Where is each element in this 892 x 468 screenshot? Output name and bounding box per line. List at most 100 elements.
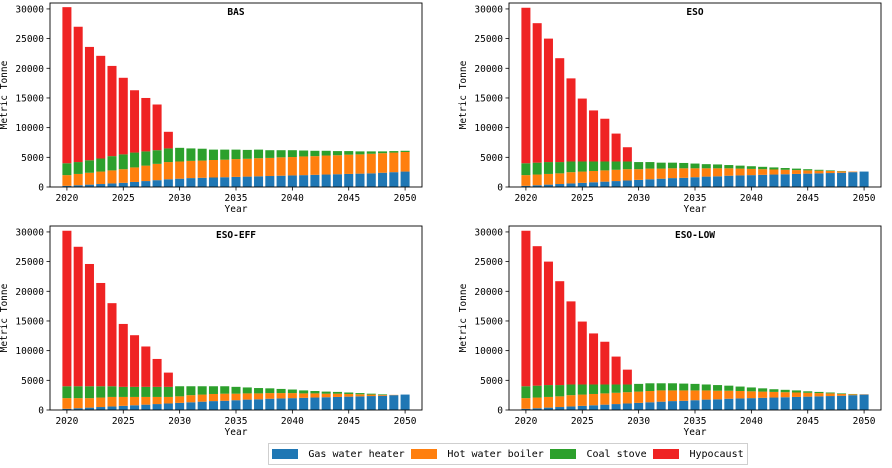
bar-hot-water-boiler-2021	[532, 174, 542, 186]
bar-gas-water-heater-2040	[746, 398, 756, 410]
bar-gas-water-heater-2040	[287, 175, 297, 187]
bar-hot-water-boiler-2049	[848, 394, 858, 396]
bar-hot-water-boiler-2027	[600, 170, 610, 182]
bar-gas-water-heater-2025	[118, 405, 128, 410]
y-tick-label: 15000	[15, 316, 44, 327]
x-tick-label: 2045	[337, 193, 360, 204]
bar-coal-stove-2025	[118, 386, 128, 397]
bar-coal-stove-2039	[276, 388, 286, 394]
x-tick-label: 2030	[627, 416, 650, 427]
y-tick-label: 20000	[15, 287, 44, 298]
bar-hypocaust-2023	[555, 281, 565, 386]
legend-item-hypocaust: Hypocaust	[653, 448, 744, 460]
bar-hot-water-boiler-2021	[73, 173, 83, 186]
bar-hot-water-boiler-2045	[803, 392, 813, 397]
bar-coal-stove-2044	[332, 391, 342, 394]
bar-gas-water-heater-2049	[848, 172, 858, 187]
bar-gas-water-heater-2038	[265, 176, 275, 187]
bar-coal-stove-2043	[321, 150, 331, 156]
bar-gas-water-heater-2024	[107, 183, 117, 187]
y-tick-label: 0	[38, 406, 44, 417]
bar-coal-stove-2025	[577, 384, 587, 395]
bar-coal-stove-2045	[344, 151, 354, 155]
bar-gas-water-heater-2035	[690, 400, 700, 410]
bar-hot-water-boiler-2037	[713, 390, 723, 400]
bar-hypocaust-2025	[577, 98, 587, 162]
legend-label-hypocaust: Hypocaust	[689, 448, 744, 460]
bar-coal-stove-2021	[73, 162, 83, 174]
bar-gas-water-heater-2022	[84, 407, 94, 410]
bar-coal-stove-2035	[231, 386, 241, 394]
bar-hot-water-boiler-2047	[366, 153, 376, 174]
bar-gas-water-heater-2041	[758, 174, 768, 187]
bar-coal-stove-2039	[735, 165, 745, 169]
bar-gas-water-heater-2026	[130, 181, 140, 187]
y-tick-label: 25000	[474, 34, 503, 45]
bar-coal-stove-2026	[589, 384, 599, 394]
bar-coal-stove-2036	[701, 384, 711, 391]
bar-gas-water-heater-2021	[73, 408, 83, 410]
bar-hot-water-boiler-2030	[634, 391, 644, 403]
bar-hot-water-boiler-2024	[107, 170, 117, 184]
bar-gas-water-heater-2035	[690, 177, 700, 187]
bar-coal-stove-2027	[600, 161, 610, 171]
bar-hot-water-boiler-2041	[758, 391, 768, 398]
bar-gas-water-heater-2032	[656, 401, 666, 410]
bar-coal-stove-2036	[242, 149, 252, 159]
bar-coal-stove-2034	[679, 162, 689, 169]
x-tick-label: 2020	[55, 193, 78, 204]
x-tick-label: 2025	[571, 193, 594, 204]
bar-hot-water-boiler-2048	[837, 393, 847, 396]
bar-coal-stove-2025	[118, 154, 128, 170]
bar-gas-water-heater-2045	[344, 396, 354, 410]
bar-hot-water-boiler-2038	[724, 390, 734, 399]
bar-hot-water-boiler-2028	[611, 169, 621, 182]
bar-coal-stove-2033	[208, 386, 218, 394]
bar-coal-stove-2030	[634, 162, 644, 170]
y-tick-label: 0	[497, 183, 503, 194]
x-tick-label: 2030	[168, 416, 191, 427]
bar-gas-water-heater-2020	[62, 408, 72, 410]
bar-gas-water-heater-2048	[837, 395, 847, 410]
bar-gas-water-heater-2031	[645, 179, 655, 187]
bar-hot-water-boiler-2047	[366, 394, 376, 397]
bar-hot-water-boiler-2036	[701, 168, 711, 177]
bar-hot-water-boiler-2032	[197, 160, 207, 178]
bar-gas-water-heater-2025	[118, 182, 128, 187]
bar-hot-water-boiler-2031	[186, 160, 196, 179]
bar-gas-water-heater-2027	[600, 404, 610, 410]
bar-hot-water-boiler-2049	[848, 171, 858, 173]
bar-coal-stove-2038	[724, 165, 734, 169]
bar-coal-stove-2020	[521, 163, 531, 176]
bar-gas-water-heater-2045	[344, 173, 354, 187]
bar-gas-water-heater-2047	[825, 173, 835, 187]
bar-hot-water-boiler-2041	[299, 393, 309, 398]
legend-swatch-gas-water-heater	[272, 449, 299, 459]
bar-hot-water-boiler-2027	[141, 396, 151, 405]
bar-coal-stove-2032	[656, 383, 666, 391]
bar-gas-water-heater-2035	[231, 176, 241, 187]
bar-coal-stove-2032	[656, 162, 666, 169]
bar-hypocaust-2022	[84, 46, 94, 161]
bar-hypocaust-2022	[543, 261, 553, 386]
bar-coal-stove-2038	[265, 388, 275, 394]
bar-gas-water-heater-2039	[276, 398, 286, 410]
bar-coal-stove-2030	[634, 383, 644, 392]
bar-hot-water-boiler-2044	[332, 393, 342, 397]
x-tick-label: 2040	[740, 193, 763, 204]
bar-hot-water-boiler-2022	[543, 173, 553, 185]
plot-frame	[508, 225, 882, 411]
bar-hot-water-boiler-2040	[746, 168, 756, 176]
bar-hot-water-boiler-2028	[611, 392, 621, 405]
bar-coal-stove-2042	[769, 389, 779, 392]
bar-gas-water-heater-2020	[62, 185, 72, 187]
bar-coal-stove-2031	[186, 386, 196, 396]
bar-hot-water-boiler-2025	[118, 169, 128, 183]
bar-hot-water-boiler-2031	[645, 168, 655, 180]
y-tick-label: 10000	[15, 123, 44, 134]
bar-coal-stove-2045	[344, 392, 354, 394]
bar-coal-stove-2049	[389, 151, 399, 153]
y-tick-label: 15000	[474, 93, 503, 104]
bar-coal-stove-2045	[803, 391, 813, 393]
bar-hot-water-boiler-2034	[220, 159, 230, 178]
